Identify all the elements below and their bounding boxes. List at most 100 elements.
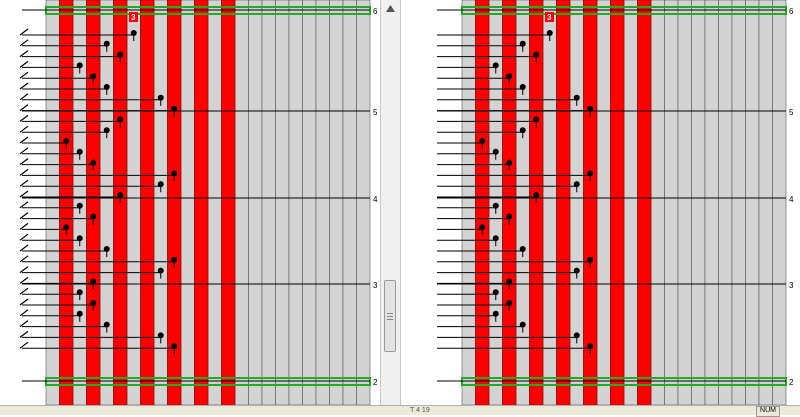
note-head xyxy=(573,94,580,101)
piano-roll-right-pane[interactable]: 6 5 4 3 2 3 xyxy=(401,0,800,405)
flag-icon xyxy=(19,93,29,101)
flag-icon xyxy=(19,39,29,47)
measure-label: 6 xyxy=(373,7,378,16)
flag-icon xyxy=(19,28,29,36)
note-head xyxy=(519,127,526,134)
flag-icon xyxy=(19,222,29,230)
note-head xyxy=(573,332,580,339)
flag-icon xyxy=(19,190,29,198)
status-position: T 4 19 xyxy=(410,407,430,414)
flag-icon xyxy=(19,341,29,349)
key-column-red xyxy=(167,0,182,405)
flag-icon xyxy=(19,320,29,328)
note-head xyxy=(90,278,97,285)
scrollbar-thumb[interactable] xyxy=(384,280,396,352)
note-head xyxy=(171,343,178,350)
note-head xyxy=(103,127,110,134)
note-head xyxy=(157,94,164,101)
note-head xyxy=(90,159,97,166)
note-head xyxy=(117,116,124,123)
note-head xyxy=(533,192,540,198)
vertical-scrollbar[interactable] xyxy=(380,0,401,405)
note-head xyxy=(76,235,83,242)
note-head xyxy=(519,321,526,328)
note-head xyxy=(479,138,486,144)
note-head xyxy=(492,202,499,209)
note-grid-left[interactable]: 6 5 4 3 2 3 xyxy=(0,0,380,405)
key-column-red xyxy=(583,0,598,405)
measure-label: 2 xyxy=(373,378,378,387)
note-head xyxy=(492,62,499,69)
note-head xyxy=(519,84,526,90)
note-head xyxy=(587,256,594,263)
note-head xyxy=(130,30,137,36)
note-head xyxy=(533,51,540,58)
flag-icon xyxy=(19,212,29,220)
key-column-red xyxy=(86,0,101,405)
note-head xyxy=(506,213,513,220)
note-head xyxy=(533,116,540,123)
flag-icon xyxy=(19,276,29,284)
note-head xyxy=(573,181,580,188)
note-head xyxy=(117,192,124,198)
badge-bg xyxy=(129,12,138,22)
note-head xyxy=(63,224,70,231)
highlight-badge: 3 xyxy=(131,13,136,22)
flag-icon xyxy=(19,287,29,295)
triangle-up-icon[interactable] xyxy=(384,2,397,15)
flag-icon xyxy=(19,50,29,58)
key-column-red xyxy=(502,0,517,405)
flag-icon xyxy=(19,147,29,155)
note-head xyxy=(76,202,83,209)
measure-label: 4 xyxy=(789,195,794,204)
note-head xyxy=(492,148,499,155)
note-head xyxy=(479,224,486,231)
note-head xyxy=(519,40,526,47)
note-head xyxy=(171,256,178,263)
measure-label: 4 xyxy=(373,195,378,204)
note-head xyxy=(546,30,553,36)
note-head xyxy=(103,84,110,90)
note-head xyxy=(76,62,83,69)
note-head xyxy=(492,310,499,317)
key-column-red xyxy=(194,0,209,405)
flag-icon xyxy=(19,298,29,306)
measure-label: 5 xyxy=(373,108,378,117)
status-bar: T 4 19 NUM xyxy=(0,405,800,417)
note-head xyxy=(90,213,97,220)
note-head xyxy=(76,148,83,155)
note-head xyxy=(171,170,178,177)
highlight-badge: 3 xyxy=(547,13,552,22)
badge-bg xyxy=(545,12,554,22)
flag-icon xyxy=(19,136,29,144)
note-head xyxy=(103,40,110,47)
note-head xyxy=(157,181,164,188)
measure-label: 2 xyxy=(789,378,794,387)
note-head xyxy=(506,300,513,306)
flag-icon xyxy=(19,201,29,209)
note-head xyxy=(506,73,513,80)
note-head xyxy=(519,246,526,252)
flag-icon xyxy=(19,60,29,68)
flag-icon xyxy=(19,309,29,317)
flag-icon xyxy=(19,255,29,263)
key-column-red xyxy=(556,0,571,405)
note-head xyxy=(90,73,97,80)
flag-icon xyxy=(19,179,29,187)
note-head xyxy=(76,289,83,296)
flag-icon xyxy=(19,266,29,274)
key-column-red xyxy=(59,0,74,405)
note-grid-right[interactable]: 6 5 4 3 2 3 xyxy=(401,0,800,405)
note-head xyxy=(506,278,513,285)
note-head xyxy=(117,51,124,58)
num-lock-indicator: NUM xyxy=(756,406,780,417)
measure-label: 6 xyxy=(789,7,794,16)
note-head xyxy=(90,300,97,306)
note-head xyxy=(63,138,70,144)
piano-roll-left-pane[interactable]: 6 5 4 3 2 3 xyxy=(0,0,380,405)
measure-label: 5 xyxy=(789,108,794,117)
flag-icon xyxy=(19,158,29,166)
flag-icon xyxy=(19,125,29,133)
flag-icon xyxy=(19,233,29,241)
flag-icon xyxy=(19,104,29,112)
